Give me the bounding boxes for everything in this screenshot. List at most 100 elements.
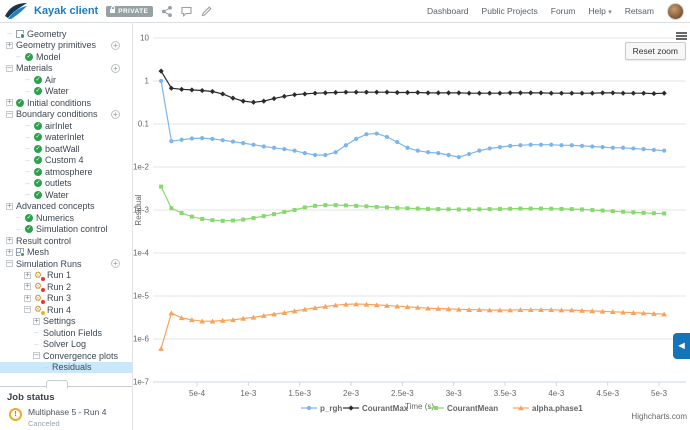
nav-forum[interactable]: Forum — [550, 6, 576, 16]
expand-icon[interactable]: + — [24, 269, 31, 279]
edit-icon[interactable] — [201, 5, 212, 17]
tree-item-result-control[interactable]: + Result control — [0, 235, 132, 247]
legend-item-CourantMean[interactable]: CourantMean — [428, 404, 498, 413]
tree-item-model[interactable]: – ✓ Model — [0, 51, 132, 63]
series-alpha.phase1[interactable] — [158, 301, 668, 351]
x-axis-tick-label: 4.5e-3 — [596, 389, 619, 398]
tree-branch-dash: – — [43, 362, 48, 372]
expand-icon[interactable]: + — [6, 39, 13, 49]
collapse-icon[interactable]: – — [6, 108, 13, 118]
tree-item-initial-conditions[interactable]: + ✓ Initial conditions — [0, 97, 132, 109]
chevron-down-icon: ▾ — [608, 9, 612, 16]
expand-icon[interactable]: + — [6, 97, 13, 107]
tree-item-label: Settings — [43, 316, 76, 327]
tree-item-advanced-concepts[interactable]: + Advanced concepts — [0, 201, 132, 213]
y-axis-tick-label: 1e-4 — [133, 249, 150, 258]
legend-item-p_rgh[interactable]: p_rgh — [301, 404, 342, 413]
privacy-badge[interactable]: PRIVATE — [106, 5, 154, 17]
tree-item-label: Geometry primitives — [16, 40, 97, 51]
tree-item-label: Custom 4 — [45, 155, 84, 166]
legend-item-CourantMax[interactable]: CourantMax — [343, 404, 409, 413]
user-avatar[interactable] — [667, 2, 684, 20]
tree-item-label: Convergence plots — [43, 350, 119, 361]
tree-item-simulation-control[interactable]: – ✓ Simulation control — [0, 224, 132, 236]
tree-item-simulation-runs[interactable]: – Simulation Runs + — [0, 258, 132, 270]
check-icon: ✓ — [34, 179, 42, 188]
expand-icon[interactable]: + — [6, 235, 13, 245]
tree-item-label: airInlet — [45, 120, 73, 131]
reset-zoom-button[interactable]: Reset zoom — [624, 42, 686, 60]
tree-item-settings[interactable]: + Settings — [0, 316, 132, 328]
job-status-item[interactable]: ! Multiphase 5 - Run 4 Canceled — [0, 403, 132, 428]
add-entity-button[interactable]: + — [111, 63, 120, 73]
tree-item-label: Advanced concepts — [16, 201, 95, 212]
tree-item-label: Result control — [16, 235, 72, 246]
tree-item-boatwall[interactable]: – ✓ boatWall — [0, 143, 132, 155]
job-panel-collapse-handle[interactable] — [46, 380, 68, 389]
nav-dashboard[interactable]: Dashboard — [426, 6, 469, 16]
legend-item-alpha.phase1[interactable]: alpha.phase1 — [513, 404, 583, 413]
tree-item-label: Simulation control — [36, 224, 108, 235]
series-CourantMean[interactable] — [159, 184, 667, 223]
expand-icon[interactable]: + — [6, 246, 13, 256]
highcharts-credit[interactable]: Highcharts.com — [631, 412, 687, 421]
expand-icon[interactable]: + — [6, 200, 13, 210]
tree-item-run-4[interactable]: – ⚙ Run 4 — [0, 304, 132, 316]
x-axis-tick-label: 1.5e-3 — [288, 389, 311, 398]
tree-item-residuals[interactable]: – Residuals — [0, 361, 132, 373]
tree-branch-dash: – — [25, 121, 30, 131]
residuals-plot[interactable]: 10 1 0.1 1e-2 1e-3 1e-4 1e-5 1e-6 1e-7 5e-4 1e-3 1.… — [133, 23, 690, 430]
expand-icon[interactable]: + — [33, 315, 40, 325]
tree-item-custom-4[interactable]: – ✓ Custom 4 — [0, 155, 132, 167]
collapse-icon[interactable]: – — [6, 258, 13, 268]
tree-item-run-1[interactable]: + ⚙ Run 1 — [0, 270, 132, 282]
tree-item-air[interactable]: – ✓ Air — [0, 74, 132, 86]
add-entity-button[interactable]: + — [111, 40, 120, 50]
tree-item-outlets[interactable]: – ✓ outlets — [0, 178, 132, 190]
share-icon[interactable] — [162, 5, 173, 17]
side-panel-toggle[interactable]: ◄ — [673, 333, 690, 359]
chart-menu-icon[interactable] — [676, 32, 687, 41]
add-entity-button[interactable]: + — [111, 259, 120, 269]
check-icon: ✓ — [34, 87, 42, 96]
series-p_rgh[interactable] — [159, 78, 667, 160]
lock-icon — [110, 6, 116, 13]
tree-item-airinlet[interactable]: – ✓ airInlet — [0, 120, 132, 132]
user-name[interactable]: Retsam — [624, 6, 654, 16]
tree-item-run-3[interactable]: + ⚙ Run 3 — [0, 293, 132, 305]
tree-item-convergence-plots[interactable]: – Convergence plots — [0, 350, 132, 362]
series-CourantMax[interactable] — [158, 68, 667, 105]
tree-item-geometry[interactable]: – Geometry — [0, 28, 132, 40]
collapse-icon[interactable]: – — [6, 62, 13, 72]
collapse-icon[interactable]: – — [24, 304, 31, 314]
tree-item-water[interactable]: – ✓ Water — [0, 189, 132, 201]
tree-item-materials[interactable]: – Materials + — [0, 63, 132, 75]
tree-item-run-2[interactable]: + ⚙ Run 2 — [0, 281, 132, 293]
svg-text:CourantMean: CourantMean — [447, 404, 498, 413]
tree-item-mesh[interactable]: + Mesh — [0, 247, 132, 259]
comment-icon[interactable] — [181, 6, 192, 17]
tree-item-boundary-conditions[interactable]: – Boundary conditions + — [0, 109, 132, 121]
tree-item-label: Water — [45, 189, 69, 200]
tree-item-geometry-primitives[interactable]: + Geometry primitives + — [0, 40, 132, 52]
tree-item-solution-fields[interactable]: – Solution Fields — [0, 327, 132, 339]
tree-branch-dash: – — [25, 86, 30, 96]
tree-item-numerics[interactable]: – ✓ Numerics — [0, 212, 132, 224]
x-axis-tick-label: 2e-3 — [343, 389, 360, 398]
tree-item-atmosphere[interactable]: – ✓ atmosphere — [0, 166, 132, 178]
job-status-title: Job status — [7, 392, 55, 403]
expand-icon[interactable]: + — [24, 292, 31, 302]
check-icon: ✓ — [34, 144, 42, 153]
nav-public-projects[interactable]: Public Projects — [481, 6, 538, 16]
nav-help-menu[interactable]: Help ▾ — [588, 6, 612, 16]
collapse-icon[interactable]: – — [33, 350, 40, 360]
tree-item-water[interactable]: – ✓ Water — [0, 86, 132, 98]
check-icon: ✓ — [34, 190, 42, 199]
tree-item-waterinlet[interactable]: – ✓ waterInlet — [0, 132, 132, 144]
check-icon: ✓ — [16, 98, 24, 107]
tree-item-solver-log[interactable]: – Solver Log — [0, 339, 132, 351]
simulation-tree: – Geometry + Geometry primitives + – ✓ Model – Ma… — [0, 23, 132, 386]
expand-icon[interactable]: + — [24, 281, 31, 291]
add-entity-button[interactable]: + — [111, 109, 120, 119]
